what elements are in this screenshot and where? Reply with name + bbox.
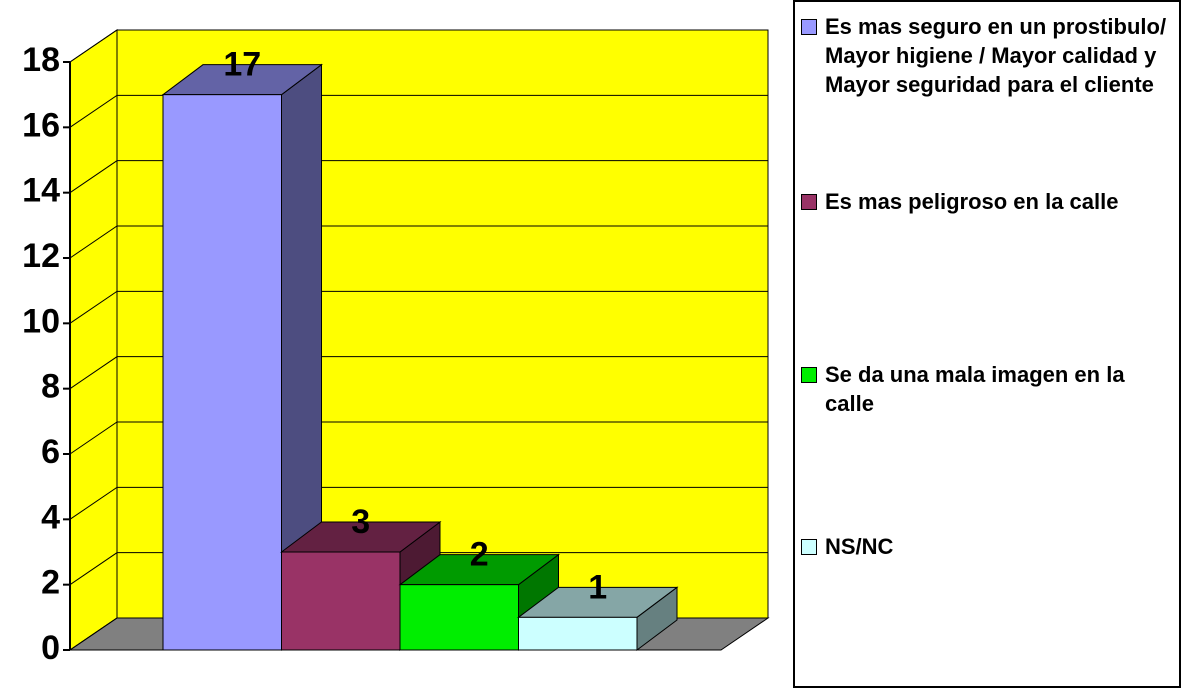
grid-line — [69, 552, 768, 586]
legend-entry: NS/NC — [801, 532, 1177, 561]
grid-line — [69, 290, 768, 324]
grid-line — [69, 225, 768, 259]
y-tick-label: 8 — [41, 368, 60, 406]
legend-label: NS/NC — [825, 534, 894, 559]
grid-line — [69, 94, 768, 128]
plot: 0 2 4 6 8 10 12 14 16 18 17 3 2 1 — [22, 29, 770, 667]
y-tick-label: 18 — [22, 41, 60, 79]
bar — [518, 616, 638, 651]
bar — [281, 551, 401, 651]
legend: Es mas seguro en un prostibulo/ Mayor hi… — [793, 0, 1181, 688]
y-tick-label: 16 — [22, 106, 60, 144]
legend-swatch — [801, 367, 817, 383]
value-label: 2 — [470, 536, 489, 574]
y-tick-label: 4 — [41, 498, 60, 536]
legend-entry: Se da una mala imagen en la calle — [801, 360, 1177, 418]
value-label: 1 — [588, 568, 607, 606]
y-tick-label: 2 — [41, 564, 60, 602]
legend-swatch — [801, 19, 817, 35]
grid-line — [69, 486, 768, 520]
grid-line — [69, 421, 768, 455]
bar — [399, 584, 519, 651]
legend-entry: Es mas seguro en un prostibulo/ Mayor hi… — [801, 12, 1177, 99]
grid-line — [69, 356, 768, 390]
y-tick-label: 6 — [41, 433, 60, 471]
legend-label: Es mas seguro en un prostibulo/ Mayor hi… — [825, 14, 1167, 97]
value-label: 17 — [223, 46, 261, 84]
value-label: 3 — [351, 503, 370, 541]
y-tick-label: 10 — [22, 302, 60, 340]
y-tick-label: 12 — [22, 237, 60, 275]
y-tick-label: 0 — [41, 629, 60, 667]
legend-label: Es mas peligroso en la calle — [825, 189, 1119, 214]
legend-entry: Es mas peligroso en la calle — [801, 187, 1177, 216]
y-tick-label: 14 — [22, 172, 60, 210]
legend-label: Se da una mala imagen en la calle — [825, 362, 1125, 416]
grid-line — [69, 160, 768, 194]
bar — [162, 94, 282, 651]
grid-line — [69, 29, 768, 63]
legend-swatch — [801, 539, 817, 555]
legend-swatch — [801, 194, 817, 210]
